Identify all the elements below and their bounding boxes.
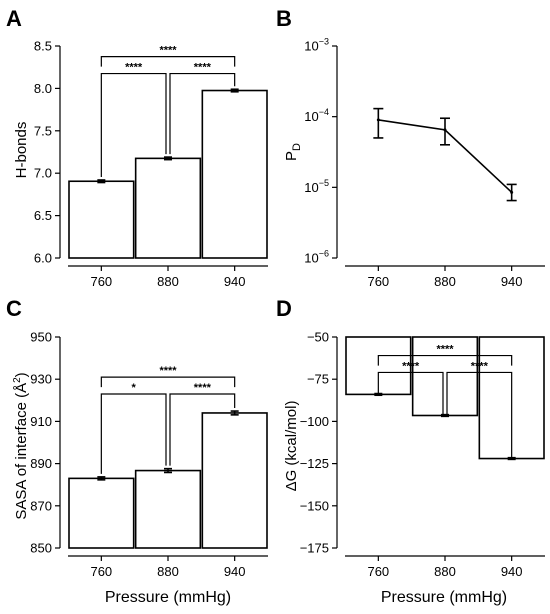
- panel-b-data-point: [376, 118, 380, 122]
- panel-c-x-label: Pressure (mmHg): [105, 589, 231, 606]
- panel-b-y-tick-base: 10: [304, 251, 318, 266]
- panel-b-y-tick-base: 10: [304, 180, 318, 195]
- panel-c-significance-label: *: [132, 382, 137, 394]
- panel-a-significance-bracket: [100, 72, 167, 177]
- panel-c-y-label-sup: 2: [12, 377, 23, 383]
- panel-d-significance-bracket: [377, 354, 513, 366]
- panel-b-y-tick-exponent: −6: [319, 249, 329, 259]
- panel-letter-c: C: [6, 296, 22, 321]
- panel-c-y-label-end: ): [13, 372, 30, 377]
- panel-b-y-label-main: P: [283, 151, 300, 161]
- panel-b-y-tick-exponent: −4: [319, 107, 329, 117]
- panel-d-x-label: Pressure (mmHg): [381, 589, 507, 606]
- panel-a-significance-bracket: [100, 56, 236, 67]
- panel-b-y-tick-exponent: −3: [319, 37, 329, 47]
- panel-d-x-tick-label: 760: [367, 564, 389, 579]
- panel-c: C SASA of interface (Å2) Pressure (mmHg)…: [6, 296, 268, 606]
- panel-a-significance-label: ****: [159, 45, 177, 57]
- panel-a-y-tick-label: 6.0: [34, 251, 52, 266]
- panel-c-bar: [201, 412, 268, 549]
- panel-b-x-tick-label: 880: [434, 274, 456, 289]
- panel-d-significance-bracket: [446, 371, 513, 458]
- panel-a-y-label: H-bonds: [13, 122, 30, 179]
- panel-a-bar: [68, 180, 135, 259]
- panel-a: A H-bonds 6.0 6.5 7.0 7.5 8.0 8.5 760 880 940 ***…: [6, 6, 268, 289]
- panel-c-significance-label: ****: [194, 382, 212, 394]
- panel-b-data-point: [510, 190, 514, 194]
- panel-d-y-tick-label: −100: [300, 414, 329, 429]
- panel-d-significance-bracket: [377, 371, 444, 415]
- panel-c-y-label: SASA of interface (Å2): [12, 372, 30, 519]
- panel-b-y-tick-label: 10−6: [304, 249, 329, 266]
- panel-b-x-tick-label: 940: [501, 274, 523, 289]
- panel-d-y-label: ΔG (kcal/mol): [283, 401, 300, 492]
- panel-b-y-label: PD: [283, 143, 303, 161]
- panel-a-y-tick-label: 8.0: [34, 81, 52, 96]
- panel-c-x-tick-label: 760: [90, 564, 112, 579]
- panel-a-x-tick-label: 880: [157, 274, 179, 289]
- panel-c-x-tick-label: 940: [224, 564, 246, 579]
- panel-d-significance-label: ****: [436, 344, 454, 356]
- panel-c-bar: [68, 477, 135, 549]
- panel-b-y-tick-label: 10−4: [304, 107, 329, 124]
- panel-b-y-tick-exponent: −5: [319, 178, 329, 188]
- panel-c-significance-bracket: [100, 393, 167, 474]
- panel-b-data-point: [443, 128, 447, 132]
- panel-c-y-tick-label: 950: [30, 330, 52, 345]
- panel-d-x-tick-label: 940: [501, 564, 523, 579]
- panel-b-x-tick-label: 760: [367, 274, 389, 289]
- panel-d-significance-label: ****: [471, 360, 489, 372]
- panel-c-x-tick-label: 880: [157, 564, 179, 579]
- panel-letter-b: B: [276, 6, 292, 31]
- panel-c-y-tick-label: 850: [30, 541, 52, 556]
- panel-a-x-tick-label: 760: [90, 274, 112, 289]
- panel-b-y-tick-label: 10−3: [304, 37, 329, 54]
- panel-a-x-tick-label: 940: [224, 274, 246, 289]
- panel-c-y-label-main: SASA of interface (Å: [13, 383, 30, 520]
- panel-a-y-tick-label: 6.5: [34, 208, 52, 223]
- panel-d-y-tick-label: −150: [300, 498, 329, 513]
- panel-letter-a: A: [6, 6, 22, 31]
- panel-a-y-tick-label: 7.0: [34, 166, 52, 181]
- panel-c-significance-bracket: [100, 376, 236, 388]
- panel-letter-d: D: [276, 296, 292, 321]
- panel-a-y-tick-label: 7.5: [34, 123, 52, 138]
- panel-c-significance-label: ****: [159, 365, 177, 377]
- panel-a-significance-label: ****: [125, 62, 143, 74]
- panel-b-y-label-sub: D: [291, 143, 303, 151]
- panel-d-y-tick-label: −175: [300, 541, 329, 556]
- panel-d: D ΔG (kcal/mol) Pressure (mmHg) −175 −150…: [276, 296, 545, 606]
- panel-d-y-tick-label: −125: [300, 456, 329, 471]
- panel-c-bar: [134, 469, 202, 549]
- panel-d-y-tick-label: −50: [307, 330, 329, 345]
- panel-c-y-tick-label: 890: [30, 456, 52, 471]
- panel-b-y-tick-label: 10−5: [304, 178, 329, 195]
- panel-d-significance-label: ****: [402, 360, 420, 372]
- panel-c-significance-bracket: [169, 393, 236, 466]
- panel-b-y-tick-base: 10: [304, 39, 318, 54]
- panel-a-bar: [134, 157, 202, 259]
- panel-c-y-tick-label: 930: [30, 372, 52, 387]
- panel-d-x-tick-label: 880: [434, 564, 456, 579]
- panel-a-significance-bracket: [169, 72, 236, 155]
- panel-d-y-tick-label: −75: [307, 372, 329, 387]
- panel-c-y-tick-label: 870: [30, 498, 52, 513]
- panel-c-y-tick-label: 910: [30, 414, 52, 429]
- panel-b-y-tick-base: 10: [304, 109, 318, 124]
- panel-a-bar: [201, 89, 268, 259]
- panel-a-significance-label: ****: [194, 62, 212, 74]
- panel-d-bar: [411, 336, 479, 417]
- panel-a-y-tick-label: 8.5: [34, 39, 52, 54]
